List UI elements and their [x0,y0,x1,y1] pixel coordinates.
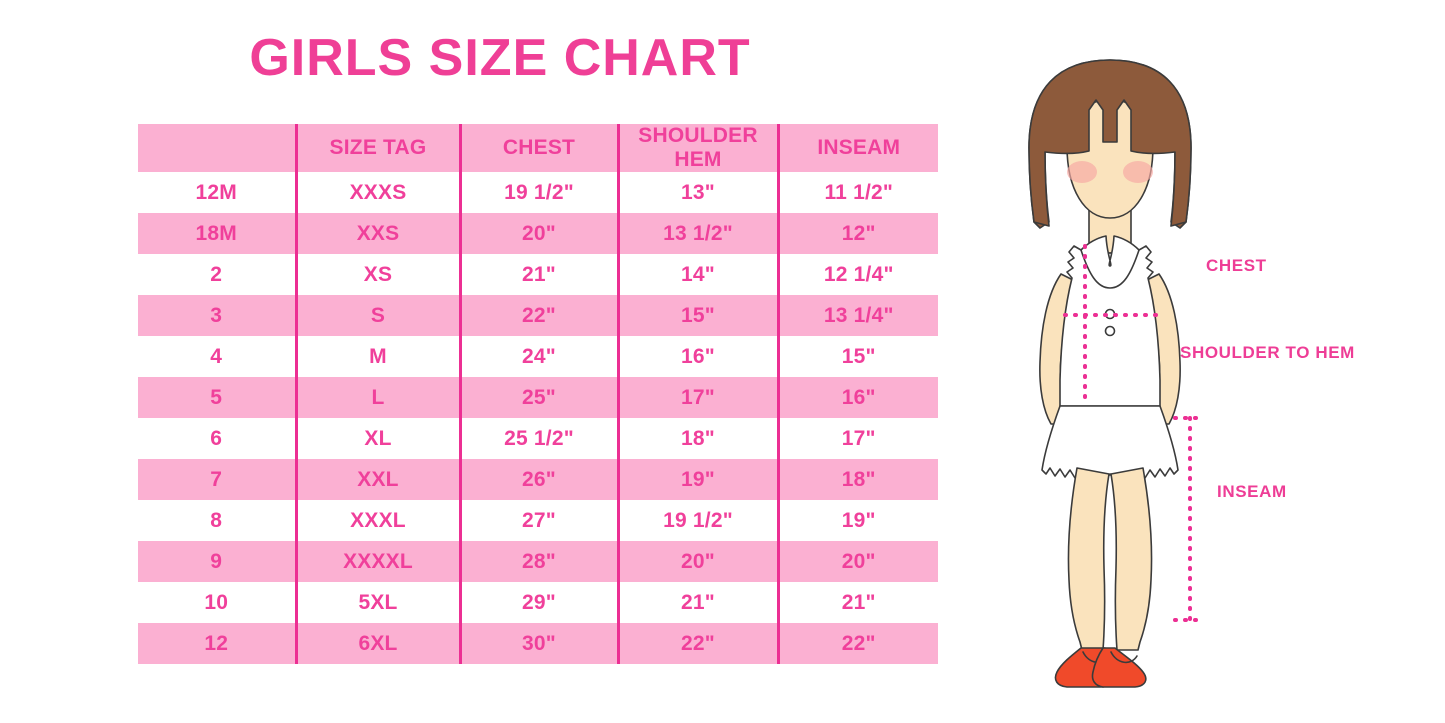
hair-bangs-shape [1028,59,1192,227]
table-row: 8 XXXL 27" 19 1/2" 19" [138,500,938,541]
cell-chest: 28" [460,541,620,582]
table-row: 18M XXS 20" 13 1/2" 12" [138,213,938,254]
cell-inseam: 16" [778,377,938,418]
cell-shoulder-hem: 14" [618,254,780,295]
cell-inseam: 12 1/4" [778,254,938,295]
leg-right-shape [1110,467,1153,651]
table-row: 12 6XL 30" 22" 22" [138,623,938,664]
cell-chest: 24" [460,336,620,377]
girl-figure-illustration [985,50,1235,690]
cell-shoulder-hem: 19 1/2" [618,500,780,541]
table-row: 7 XXL 26" 19" 18" [138,459,938,500]
cell-shoulder-hem: 15" [618,295,780,336]
cell-size: 5 [138,377,298,418]
cell-size-tag: XXXS [296,172,462,213]
cell-shoulder-hem: 21" [618,582,780,623]
page-title: GIRLS SIZE CHART [249,29,751,87]
table-row: 3 S 22" 15" 13 1/4" [138,295,938,336]
cell-inseam: 22" [778,623,938,664]
top-garment-shape [1059,235,1161,407]
cell-size-tag: 5XL [296,582,462,623]
cell-chest: 30" [460,623,620,664]
table-row: 2 XS 21" 14" 12 1/4" [138,254,938,295]
cell-size-tag: S [296,295,462,336]
cell-chest: 29" [460,582,620,623]
cell-size: 9 [138,541,298,582]
column-header-size [138,124,298,172]
cell-size-tag: M [296,336,462,377]
cell-shoulder-hem: 13 1/2" [618,213,780,254]
cell-chest: 25 1/2" [460,418,620,459]
cell-size-tag: L [296,377,462,418]
cell-size: 8 [138,500,298,541]
cell-inseam: 18" [778,459,938,500]
blush-right-icon [1123,161,1153,183]
cell-chest: 22" [460,295,620,336]
shoe-right-strap-shape [1110,651,1138,664]
cell-size: 6 [138,418,298,459]
cell-size-tag: XXXXL [296,541,462,582]
cell-inseam: 19" [778,500,938,541]
table-row: 9 XXXXL 28" 20" 20" [138,541,938,582]
cell-shoulder-hem: 13" [618,172,780,213]
cell-shoulder-hem: 18" [618,418,780,459]
cell-size-tag: XXXL [296,500,462,541]
cell-size-tag: 6XL [296,623,462,664]
size-chart-table: SIZE TAG CHEST SHOULDER HEM INSEAM 12M XX… [138,124,938,664]
cell-size: 2 [138,254,298,295]
cell-chest: 27" [460,500,620,541]
cell-inseam: 15" [778,336,938,377]
cell-inseam: 13 1/4" [778,295,938,336]
shoe-right-shape [1091,647,1147,688]
cell-chest: 25" [460,377,620,418]
cell-inseam: 17" [778,418,938,459]
cell-shoulder-hem: 17" [618,377,780,418]
cell-chest: 26" [460,459,620,500]
table-row: 6 XL 25 1/2" 18" 17" [138,418,938,459]
callout-label-chest: CHEST [1206,256,1267,275]
cell-shoulder-hem: 20" [618,541,780,582]
cell-inseam: 11 1/2" [778,172,938,213]
table-row: 10 5XL 29" 21" 21" [138,582,938,623]
skirt-garment-shape [1041,405,1179,482]
cell-size: 12M [138,172,298,213]
table-body: 12M XXXS 19 1/2" 13" 11 1/2" 18M XXS 20" 13 1/2"… [138,172,938,664]
cell-inseam: 20" [778,541,938,582]
cell-inseam: 12" [778,213,938,254]
column-header-size-tag: SIZE TAG [296,124,462,172]
button-bottom-icon [1104,325,1116,337]
table-row: 12M XXXS 19 1/2" 13" 11 1/2" [138,172,938,213]
cell-size: 18M [138,213,298,254]
table-header-row: SIZE TAG CHEST SHOULDER HEM INSEAM [138,124,938,172]
top-neckline-shape [1080,249,1140,289]
cell-size-tag: XXL [296,459,462,500]
table-header: SIZE TAG CHEST SHOULDER HEM INSEAM [138,124,938,172]
column-header-inseam: INSEAM [778,124,938,172]
cell-size-tag: XXS [296,213,462,254]
cell-shoulder-hem: 19" [618,459,780,500]
cell-size-tag: XS [296,254,462,295]
cell-inseam: 21" [778,582,938,623]
table-row: 5 L 25" 17" 16" [138,377,938,418]
cell-chest: 20" [460,213,620,254]
blush-left-icon [1067,161,1097,183]
cell-shoulder-hem: 16" [618,336,780,377]
column-header-shoulder-hem: SHOULDER HEM [618,124,780,172]
cell-chest: 19 1/2" [460,172,620,213]
cell-size: 12 [138,623,298,664]
cell-chest: 21" [460,254,620,295]
cell-size: 10 [138,582,298,623]
cell-size: 4 [138,336,298,377]
callout-label-inseam: INSEAM [1217,482,1287,501]
leg-left-shape [1067,467,1110,651]
size-chart-table-wrapper: SIZE TAG CHEST SHOULDER HEM INSEAM 12M XX… [138,124,938,664]
table-row: 4 M 24" 16" 15" [138,336,938,377]
cell-size-tag: XL [296,418,462,459]
column-header-chest: CHEST [460,124,620,172]
callout-label-shoulder-to-hem: SHOULDER TO HEM [1180,343,1355,362]
cell-shoulder-hem: 22" [618,623,780,664]
cell-size: 7 [138,459,298,500]
cell-size: 3 [138,295,298,336]
